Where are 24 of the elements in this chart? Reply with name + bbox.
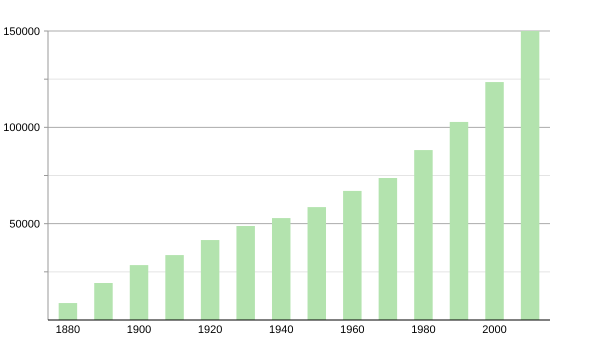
x-tick-label: 1880 xyxy=(56,324,80,336)
bar xyxy=(450,122,468,320)
bar xyxy=(308,207,326,320)
x-tick-label: 2000 xyxy=(482,324,507,336)
x-tick-label: 1980 xyxy=(411,324,436,336)
bar xyxy=(200,240,220,320)
y-tick-label: 100000 xyxy=(3,122,40,134)
bar xyxy=(378,178,398,320)
bar xyxy=(94,283,113,320)
x-tick-label: 1960 xyxy=(340,324,365,336)
bar xyxy=(485,82,504,320)
bar xyxy=(272,218,290,320)
x-tick-label: 1920 xyxy=(198,324,222,336)
x-tick-label: 1940 xyxy=(268,324,294,336)
bar xyxy=(236,226,255,320)
bar xyxy=(414,150,433,320)
y-tick-label: 150000 xyxy=(3,26,40,38)
x-tick-label: 1900 xyxy=(126,324,152,336)
bar xyxy=(165,255,184,320)
bar xyxy=(130,265,148,320)
bar xyxy=(58,303,78,320)
bar xyxy=(520,31,540,320)
y-tick-label: 50000 xyxy=(9,218,40,231)
bar xyxy=(343,190,362,320)
